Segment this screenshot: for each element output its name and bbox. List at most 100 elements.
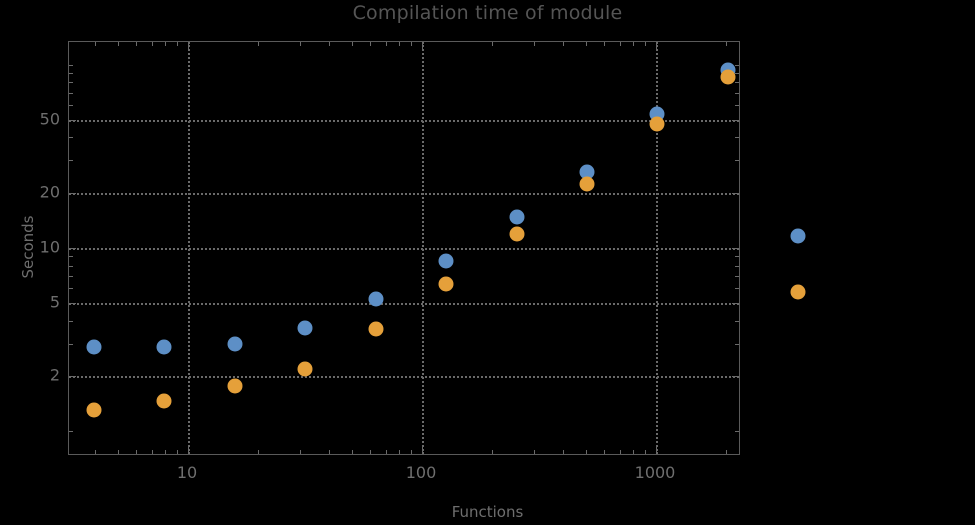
y-tick-major [732,375,739,377]
y-gridline [69,303,739,305]
data-point [86,339,102,355]
y-tick-minor [735,265,739,267]
x-tick-minor [385,450,387,454]
x-tick-minor [151,450,153,454]
y-tick-minor [735,343,739,345]
x-tick-label: 10 [176,463,198,482]
x-tick-minor [411,450,413,454]
y-tick-minor [735,320,739,322]
data-point [438,253,454,269]
x-tick-minor [117,42,119,46]
x-tick-minor [328,42,330,46]
data-point [156,393,172,409]
y-gridline [69,247,739,250]
x-gridline [422,42,424,454]
y-tick-minor [735,92,739,94]
x-tick-minor [94,450,96,454]
x-tick-label: 1000 [634,463,676,482]
x-tick-minor [151,42,153,46]
x-axis-title: Functions [451,503,524,521]
y-tick-minor [69,82,73,84]
x-gridline [656,42,658,454]
data-point [227,336,243,352]
x-tick-minor [136,42,138,46]
y-tick-label: 20 [39,182,60,202]
y-tick-label: 10 [39,237,60,257]
x-tick-minor [726,42,728,46]
y-tick-minor [735,105,739,107]
x-tick-minor [258,42,260,46]
x-tick-minor [351,42,353,46]
x-tick-major [656,447,657,454]
x-tick-minor [726,450,728,454]
data-point [438,276,454,292]
x-tick-minor [562,42,564,46]
x-tick-minor [562,450,564,454]
x-tick-minor [399,42,401,46]
data-point [156,339,172,355]
y-tick-minor [735,256,739,258]
y-tick-minor [735,276,739,278]
y-tick-label: 50 [39,109,60,129]
x-tick-minor [94,42,96,46]
x-tick-minor [399,450,401,454]
y-tick-major [732,247,739,249]
x-tick-minor [633,42,635,46]
y-tick-major [732,119,739,121]
data-point [790,228,806,244]
x-tick-major [656,42,657,49]
y-tick-major [69,119,76,121]
x-tick-minor [370,42,372,46]
x-tick-minor [370,450,372,454]
x-tick-minor [165,450,167,454]
x-tick-minor [299,450,301,454]
y-tick-minor [735,64,739,66]
y-tick-minor [735,431,739,433]
y-tick-major [732,303,739,304]
data-point [579,176,595,192]
x-tick-minor [492,450,494,454]
x-tick-minor [351,450,353,454]
x-tick-minor [177,450,179,454]
x-tick-minor [385,42,387,46]
y-tick-minor [69,92,73,94]
data-point [649,116,665,132]
chart-title: Compilation time of module [352,2,623,24]
data-point [720,69,736,85]
y-gridline [69,119,739,122]
data-point [227,378,243,394]
y-tick-minor [69,64,73,66]
data-point [368,291,384,307]
y-tick-major [69,247,76,249]
y-tick-minor [69,105,73,107]
x-tick-minor [258,450,260,454]
x-tick-major [422,447,423,454]
x-tick-minor [533,42,535,46]
data-point [509,209,525,225]
x-tick-minor [585,450,587,454]
x-tick-minor [328,450,330,454]
y-tick-minor [69,160,73,162]
y-tick-minor [69,288,73,290]
data-point [297,361,313,377]
x-tick-minor [299,42,301,46]
y-tick-minor [735,72,739,74]
x-tick-major [422,42,423,49]
x-tick-major [188,447,189,454]
y-tick-minor [69,137,73,139]
x-tick-minor [533,450,535,454]
x-tick-minor [136,450,138,454]
y-gridline [69,375,739,378]
x-tick-minor [585,42,587,46]
y-tick-minor [69,72,73,74]
y-tick-minor [69,276,73,278]
y-tick-major [732,192,739,194]
y-tick-major [69,375,76,377]
data-point [368,321,384,337]
y-tick-minor [735,288,739,290]
x-tick-minor [619,450,621,454]
data-point [790,284,806,300]
y-tick-major [69,192,76,194]
x-tick-minor [411,42,413,46]
